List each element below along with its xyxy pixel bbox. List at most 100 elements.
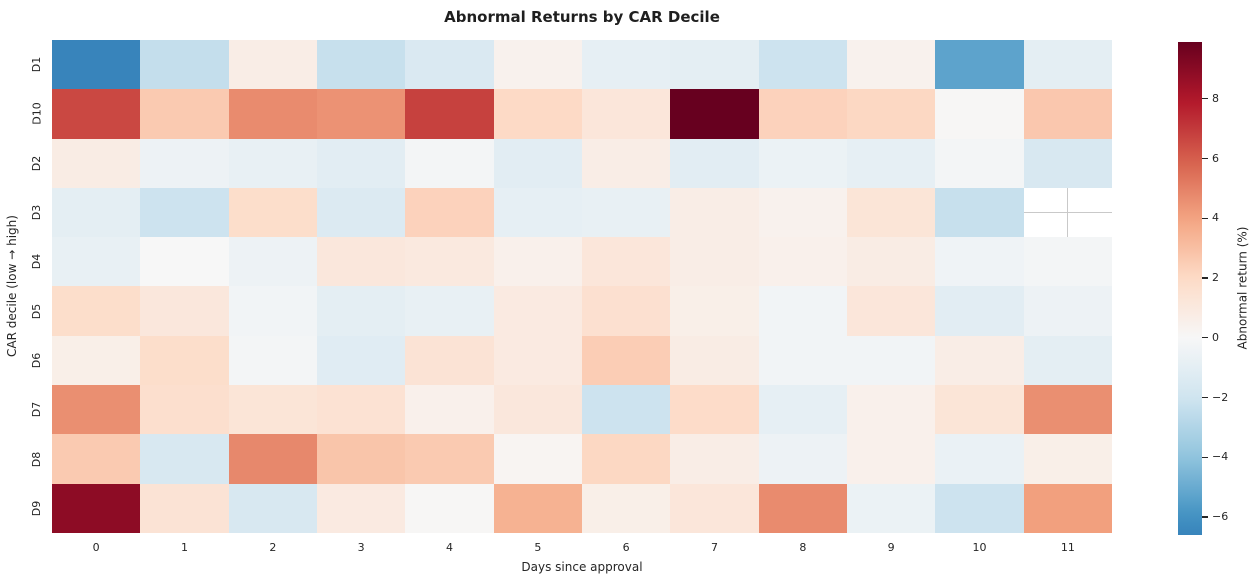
heatmap-cell-D4-day11	[1023, 237, 1112, 287]
heatmap-cell-D9-day1	[140, 483, 229, 533]
heatmap-cell-D4-day0	[52, 237, 141, 287]
heatmap-cell-D6-day6	[582, 335, 671, 386]
heatmap-cell-D4-day2	[228, 237, 317, 287]
x-tick-label-4: 4	[445, 541, 453, 554]
heatmap-cell-D2-day8	[758, 138, 847, 188]
colorbar-tick-mark-2	[1202, 277, 1208, 279]
heatmap-cell-D9-day0	[52, 483, 141, 533]
heatmap-cell-D8-day3	[317, 434, 406, 484]
heatmap-cell-D7-day4	[405, 385, 494, 435]
heatmap-cell-D5-day0	[52, 286, 141, 336]
heatmap-cell-D5-day6	[582, 286, 671, 336]
heatmap-cell-D6-day9	[847, 335, 936, 386]
heatmap-cell-D5-day9	[847, 286, 936, 336]
colorbar-tick-mark-0	[1202, 337, 1208, 339]
heatmap-cell-D5-day10	[935, 286, 1024, 336]
heatmap-cell-D6-day3	[317, 335, 406, 386]
heatmap-cell-D9-day4	[405, 483, 494, 533]
heatmap-cell-D7-day7	[670, 385, 759, 435]
heatmap-cell-D1-day9	[847, 40, 936, 90]
heatmap-cell-D3-day7	[670, 187, 759, 238]
heatmap-cell-D5-day4	[405, 286, 494, 336]
heatmap-cell-D1-day5	[493, 40, 582, 90]
heatmap-grid	[52, 40, 1112, 533]
x-tick-label-7: 7	[710, 541, 718, 554]
heatmap-cell-D2-day0	[52, 138, 141, 188]
heatmap-cell-D8-day1	[140, 434, 229, 484]
heatmap-cell-D6-day1	[140, 335, 229, 386]
heatmap-cell-D4-day9	[847, 237, 936, 287]
heatmap-cell-D10-day8	[758, 89, 847, 139]
heatmap-cell-D7-day10	[935, 385, 1024, 435]
heatmap-cell-D4-day6	[582, 237, 671, 287]
heatmap-cell-D9-day6	[582, 483, 671, 533]
y-tick-label-D2: D2	[30, 155, 44, 171]
x-tick-label-8: 8	[799, 541, 807, 554]
heatmap-cell-D6-day11	[1023, 335, 1112, 386]
y-tick-label-D8: D8	[30, 451, 44, 467]
heatmap-cell-D7-day5	[493, 385, 582, 435]
y-tick-label-D9: D9	[30, 500, 44, 517]
y-tick-label-D1: D1	[30, 56, 44, 73]
heatmap-cell-D10-day10	[935, 89, 1024, 139]
chart-title: Abnormal Returns by CAR Decile	[444, 8, 720, 26]
heatmap-cell-D7-day11	[1023, 385, 1112, 435]
heatmap-cell-D8-day0	[52, 434, 141, 484]
y-tick-label-D3: D3	[30, 204, 44, 221]
colorbar-tick-mark-4	[1202, 217, 1208, 219]
heatmap-cell-D3-day4	[405, 187, 494, 238]
heatmap-cell-D2-day4	[405, 138, 494, 188]
heatmap-cell-D3-day9	[847, 187, 936, 238]
heatmap-cell-D5-day11	[1023, 286, 1112, 336]
heatmap-cell-D3-day6	[582, 187, 671, 238]
heatmap-cell-D8-day6	[582, 434, 671, 484]
heatmap-cell-D10-day5	[493, 89, 582, 139]
colorbar	[1178, 42, 1202, 535]
heatmap-cell-D10-day7	[670, 89, 759, 139]
heatmap-cell-D5-day5	[493, 286, 582, 336]
heatmap-cell-D9-day7	[670, 483, 759, 533]
colorbar-tick-label-−6: −6	[1212, 510, 1229, 524]
heatmap-cell-D7-day6	[582, 385, 671, 435]
heatmap-cell-D9-day11	[1023, 483, 1112, 533]
heatmap-cell-D10-day6	[582, 89, 671, 139]
colorbar-tick-label-−4: −4	[1212, 450, 1229, 464]
colorbar-tick-label-0: 0	[1212, 330, 1219, 344]
heatmap-cell-D8-day8	[758, 434, 847, 484]
heatmap-cell-D8-day4	[405, 434, 494, 484]
heatmap-cell-D8-day10	[935, 434, 1024, 484]
heatmap-cell-D7-day1	[140, 385, 229, 435]
heatmap-cell-D4-day8	[758, 237, 847, 287]
colorbar-tick-label-2: 2	[1212, 271, 1219, 285]
heatmap-cell-D8-day7	[670, 434, 759, 484]
heatmap-cell-D7-day0	[52, 385, 141, 435]
heatmap-cell-D2-day6	[582, 138, 671, 188]
heatmap-cell-D3-day10	[935, 187, 1024, 238]
heatmap-cell-D7-day2	[228, 385, 317, 435]
x-tick-label-10: 10	[972, 541, 987, 554]
heatmap-cell-D6-day8	[758, 335, 847, 386]
heatmap-cell-D6-day0	[52, 335, 141, 386]
heatmap-cell-D2-day2	[228, 138, 317, 188]
x-tick-label-3: 3	[357, 541, 365, 554]
heatmap-cell-D10-day0	[52, 89, 141, 139]
heatmap-cell-D6-day2	[228, 335, 317, 386]
heatmap-cell-D6-day5	[493, 335, 582, 386]
heatmap-cell-D9-day10	[935, 483, 1024, 533]
heatmap-cell-D4-day3	[317, 237, 406, 287]
heatmap-cell-D8-day2	[228, 434, 317, 484]
x-tick-label-1: 1	[180, 541, 188, 554]
heatmap-cell-D3-day2	[228, 187, 317, 238]
heatmap-cell-D8-day11	[1023, 434, 1112, 484]
y-tick-label-D5: D5	[30, 303, 44, 319]
heatmap-cell-D2-day11	[1023, 138, 1112, 188]
x-axis-label: Days since approval	[521, 560, 643, 574]
heatmap-cell-D9-day9	[847, 483, 936, 533]
heatmap-cell-D1-day7	[670, 40, 759, 90]
heatmap-cell-D5-day2	[228, 286, 317, 336]
heatmap-cell-D1-day1	[140, 40, 229, 90]
heatmap-cell-D5-day7	[670, 286, 759, 336]
heatmap-cell-D9-day8	[758, 483, 847, 533]
colorbar-tick-mark-−2	[1202, 396, 1208, 399]
